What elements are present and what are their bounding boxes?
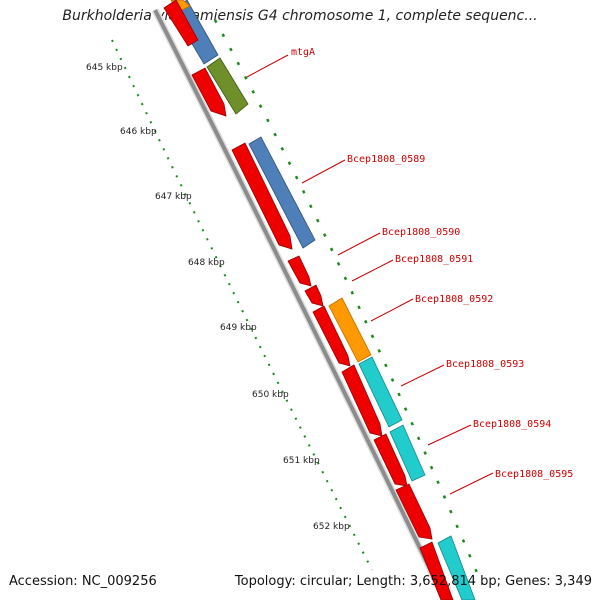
- kbp-label: 650 kbp: [252, 390, 289, 400]
- gene-label-Bcep1808_0592[interactable]: Bcep1808_0592: [415, 294, 493, 305]
- backbone: [153, 9, 447, 600]
- leader-line: [301, 159, 346, 184]
- gene-Bcep1808_0593-feature[interactable]: [358, 356, 403, 428]
- cds-arrow[interactable]: [419, 541, 454, 600]
- cds-arrow[interactable]: [312, 305, 351, 367]
- kbp-label: 651 kbp: [283, 456, 320, 466]
- cds-arrow[interactable]: [304, 284, 324, 307]
- gene-cyan-bottom[interactable]: [437, 535, 476, 600]
- gene-mtgA-feature[interactable]: [206, 57, 249, 115]
- kbp-label: 648 kbp: [188, 258, 225, 268]
- leader-line: [246, 54, 289, 78]
- leader-line: [449, 472, 494, 495]
- gene-Bcep1808_0594-feature[interactable]: [389, 424, 426, 482]
- gene-label-Bcep1808_0594[interactable]: Bcep1808_0594: [473, 419, 551, 430]
- cds-arrow[interactable]: [373, 433, 408, 487]
- leader-lines: [246, 54, 494, 495]
- topology-text: Topology: circular; Length: 3,652,814 bp…: [234, 574, 592, 589]
- cds-arrow[interactable]: [287, 255, 312, 287]
- kbp-label: 647 kbp: [155, 192, 192, 202]
- cds-arrow[interactable]: [163, 0, 199, 47]
- accession-text: Accession: NC_009256: [9, 574, 157, 589]
- leader-line: [351, 259, 394, 282]
- cds-arrow[interactable]: [191, 67, 227, 117]
- gene-Bcep1808_0589-feature[interactable]: [248, 136, 316, 249]
- kbp-label: 652 kbp: [313, 522, 350, 532]
- kbp-label: 649 kbp: [220, 323, 257, 333]
- gene-label-Bcep1808_0593[interactable]: Bcep1808_0593: [446, 359, 524, 370]
- gene-label-Bcep1808_0590[interactable]: Bcep1808_0590: [382, 227, 460, 238]
- leader-line: [370, 298, 414, 322]
- gene-label-Bcep1808_0589[interactable]: Bcep1808_0589: [347, 154, 425, 165]
- cds-arrow[interactable]: [395, 483, 433, 540]
- leader-line: [427, 424, 472, 446]
- gene-label-Bcep1808_0595[interactable]: Bcep1808_0595: [495, 469, 573, 480]
- gene-label-Bcep1808_0591[interactable]: Bcep1808_0591: [395, 254, 473, 265]
- gene-label-mtgA[interactable]: mtgA: [291, 47, 315, 58]
- leader-line: [400, 364, 445, 387]
- kbp-label: 646 kbp: [120, 127, 157, 137]
- gene-Bcep1808_0592-feature[interactable]: [328, 297, 372, 363]
- cds-arrow[interactable]: [231, 142, 293, 250]
- leader-line: [337, 232, 381, 256]
- cds-arrow[interactable]: [341, 364, 383, 437]
- kbp-label: 645 kbp: [86, 63, 123, 73]
